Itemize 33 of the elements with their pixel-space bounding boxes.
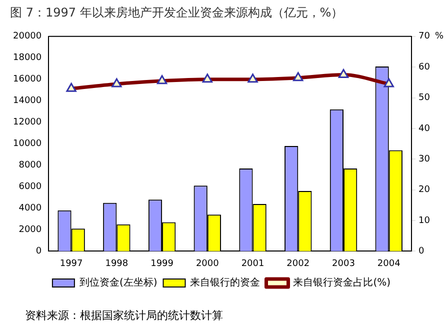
y-tick-label: 10000 [12,139,42,150]
y-tick-label: 14000 [12,96,42,106]
y2-tick-label: 60 [418,62,430,72]
x-tick-label: 2004 [377,258,401,269]
y2-axis-title: % [435,32,444,42]
y-tick-label: 0 [36,246,42,257]
x-tick-label: 2003 [332,258,355,269]
chart-title: 图 7：1997 年以来房地产开发企业资金来源构成（亿元，%） [10,5,344,20]
y-tick-label: 18000 [12,53,42,64]
text: 资料来源：根据国家统计局的统计数计算 [25,308,223,322]
y2-tick-label: 20 [418,185,430,196]
y-tick-label: 8000 [18,160,42,171]
x-tick-label: 2002 [286,258,310,269]
y2-tick-label: 30 [418,154,430,164]
x-tick-label: 1998 [105,258,128,269]
legend-label: 来自银行资金占比(%) [293,276,391,289]
y2-tick-label: 40 [418,124,430,134]
x-tick-label: 1997 [60,258,83,269]
legend-label: 来自银行的资金 [190,276,260,289]
x-tick-label: 2001 [241,258,264,269]
y-tick-label: 4000 [18,204,42,214]
legend-label: 到位资金(左坐标) [79,276,158,289]
y-tick-label: 2000 [18,225,42,236]
y-tick-label: 12000 [12,118,42,128]
y2-tick-label: 70 [418,32,430,42]
y-tick-label: 20000 [12,32,42,42]
x-tick-label: 2000 [196,258,220,269]
y-tick-label: 6000 [18,182,42,192]
x-tick-label: 1999 [150,258,174,269]
y2-tick-label: 10 [418,216,430,226]
y2-tick-label: 50 [418,93,430,104]
y-tick-label: 16000 [12,74,42,85]
y2-tick-label: 0 [418,246,425,257]
